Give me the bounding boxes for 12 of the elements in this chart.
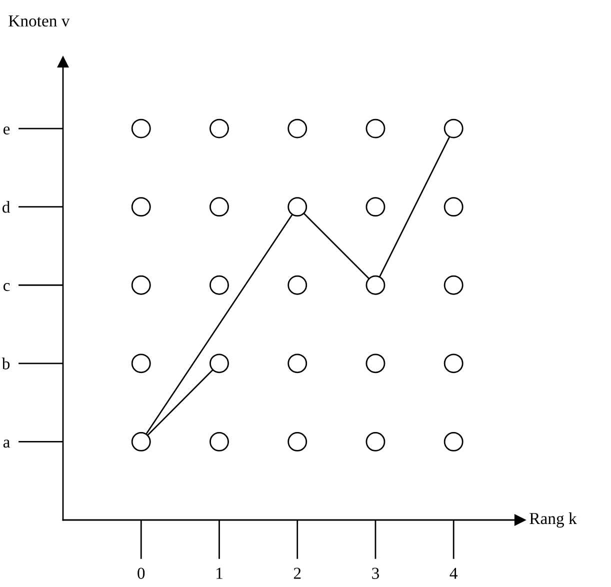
y-tick-label: d — [2, 201, 10, 213]
x-tick-label: 2 — [294, 568, 301, 579]
y-tick-label: e — [3, 126, 10, 134]
x-tick-label: 3 — [372, 568, 379, 579]
y-tick-label: c — [3, 283, 10, 292]
x-tick-label: 1 — [216, 568, 222, 579]
x-tick-label: 0 — [138, 568, 145, 579]
y-tick-label: b — [2, 358, 10, 370]
y-tick-label: a — [3, 440, 10, 448]
x-tick-label: 4 — [450, 568, 458, 579]
x-axis-title: Rang k — [530, 512, 577, 528]
y-axis-title: Knoten v — [8, 15, 70, 27]
